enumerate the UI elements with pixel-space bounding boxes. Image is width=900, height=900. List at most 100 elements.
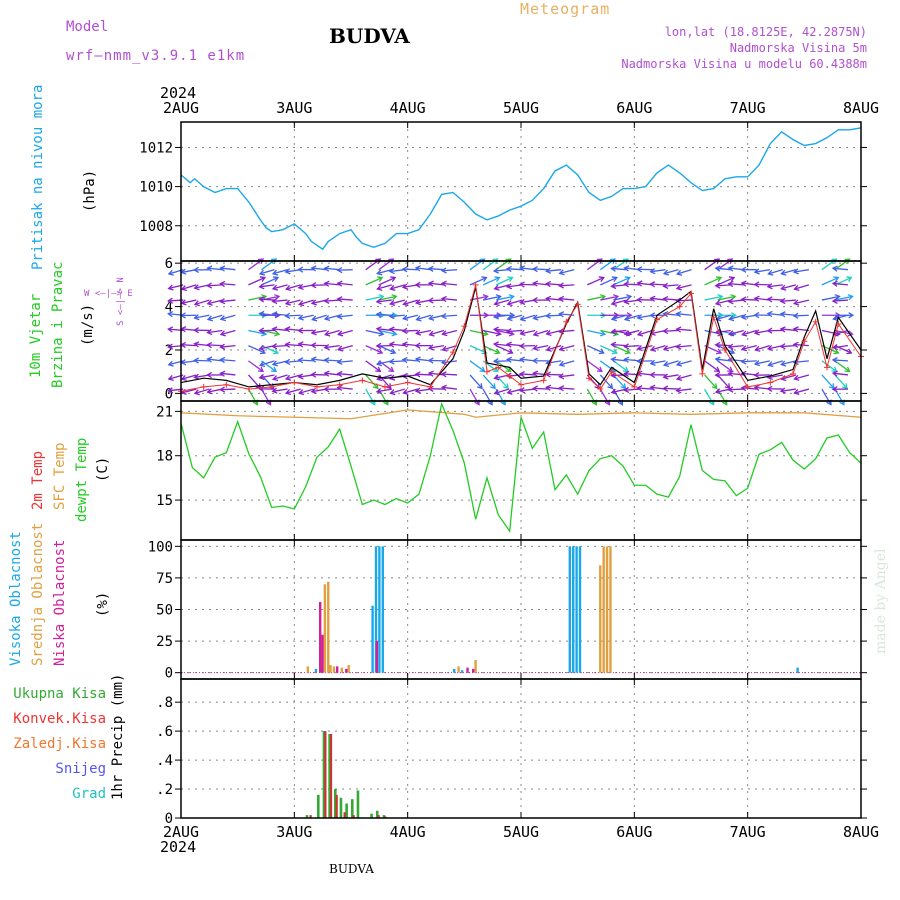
wind-arrow-head — [531, 385, 538, 392]
wind-arrow-head — [193, 300, 200, 307]
wind-arrow-head — [610, 265, 617, 272]
y-tick-label: 0 — [165, 811, 173, 827]
wind-arrow-head — [428, 314, 435, 321]
wind-arrow-head — [715, 315, 722, 322]
wind-arrow — [742, 329, 757, 336]
wind-arrow — [546, 269, 562, 272]
wind-gust-mark — [506, 373, 513, 380]
wind-arrow — [715, 358, 731, 362]
legend-snow: Snijeg — [55, 761, 106, 777]
y-tick-label: .6 — [156, 724, 173, 740]
legend-frz-precip: Zaledj.Kisa — [13, 736, 106, 752]
wind-arrow-head — [662, 327, 669, 335]
wind-arrow — [261, 345, 279, 354]
wind-arrow-head — [531, 265, 538, 273]
y-tick-label: 18 — [156, 449, 173, 465]
wind-arrow-head — [258, 296, 265, 303]
wind-arrow-head — [831, 297, 838, 304]
wind-arrow — [704, 295, 723, 301]
wind-arrow — [285, 360, 301, 363]
wind-arrow — [728, 388, 744, 391]
wind-arrow-head — [506, 300, 513, 307]
wind-arrow — [376, 313, 392, 316]
wind-arrow — [482, 329, 501, 335]
wind-arrow — [272, 374, 288, 380]
wind-arrow — [389, 360, 405, 363]
wind-arrow-head — [441, 345, 448, 352]
wind-arrow-head — [518, 371, 525, 378]
wind-arrow-head — [167, 311, 174, 318]
precip-bar-conv — [324, 731, 327, 818]
wind-arrow-head — [518, 342, 525, 350]
wind-arrow-head — [297, 266, 304, 273]
wind-arrow-head — [753, 372, 760, 379]
wind-arrow — [311, 358, 327, 362]
wind-arrow-head — [724, 383, 731, 390]
wind-arrow — [611, 299, 627, 305]
top-tick-label: 8AUG — [843, 99, 879, 117]
y-tick-label: 0 — [165, 666, 173, 682]
wind-arrow-head — [388, 258, 395, 264]
wind-arrow — [365, 345, 383, 354]
wind-arrow — [793, 360, 809, 363]
wind-arrow-head — [532, 330, 539, 337]
wind-arrow — [325, 329, 340, 336]
wind-arrow-head — [779, 343, 786, 350]
wind-arrow-head — [271, 326, 278, 333]
wind-arrow-head — [167, 387, 174, 394]
wind-arrow-head — [193, 341, 200, 348]
wind-arrow-head — [219, 370, 226, 377]
wind-arrow-head — [323, 280, 330, 287]
wind-arrow — [402, 329, 418, 332]
wind-arrow-head — [544, 312, 551, 319]
wind-arrow-head — [414, 387, 421, 394]
wind-arrow-head — [167, 269, 174, 276]
cloud-bar-mid — [323, 584, 327, 673]
wind-arrow-head — [258, 385, 265, 393]
precip-bar-conv — [352, 815, 355, 818]
wind-arrow-head — [272, 276, 280, 283]
wind-arrow-head — [440, 295, 447, 303]
precip-bar-total — [305, 815, 309, 818]
wind-arrow-head — [740, 296, 747, 303]
legend-conv-precip: Konvek.Kisa — [13, 711, 106, 727]
wind-arrow — [546, 345, 562, 351]
wind-arrow-head — [620, 383, 627, 390]
wind-arrow — [780, 345, 796, 348]
wind-arrow-head — [258, 269, 266, 276]
wind-arrow — [754, 283, 770, 286]
wind-arrow — [834, 360, 850, 372]
wind-arrow-head — [598, 276, 605, 283]
wind-gust-mark — [597, 386, 604, 393]
wind-arrow — [533, 282, 549, 286]
wind-arrow — [559, 284, 575, 287]
wind-arrow-head — [440, 267, 447, 274]
wind-arrow — [248, 345, 266, 354]
wind-arrow — [441, 386, 458, 390]
wind-arrow — [755, 345, 770, 351]
wind-arrow-head — [219, 356, 226, 364]
wind-arrow-head — [844, 366, 851, 373]
wind-arrow-head — [323, 386, 330, 393]
wind-arrow-head — [596, 366, 603, 373]
wind-arrow-head — [389, 374, 396, 381]
wind-arrow — [507, 314, 523, 320]
wind-arrow-head — [610, 341, 617, 348]
wind-arrow — [624, 358, 640, 362]
wind-arrow-head — [753, 295, 760, 302]
wind-arrow-head — [401, 327, 408, 335]
wind-arrow-head — [610, 299, 617, 307]
wind-gust-mark — [382, 383, 388, 390]
model-name: wrf—nmm_v3.9.1 e1km — [66, 48, 246, 64]
wind-arrow — [741, 314, 757, 319]
wind-arrow-head — [519, 387, 526, 394]
wind-arrow-head — [848, 312, 855, 319]
wind-arrow-head — [258, 373, 265, 381]
wind-arrow — [507, 284, 523, 288]
wind-arrow-head — [506, 388, 513, 395]
wind-arrow — [311, 299, 327, 305]
wind-arrow — [533, 329, 549, 336]
wind-arrow — [376, 388, 392, 393]
y-tick-label: 1008 — [139, 219, 173, 235]
panel-frame — [180, 121, 862, 262]
